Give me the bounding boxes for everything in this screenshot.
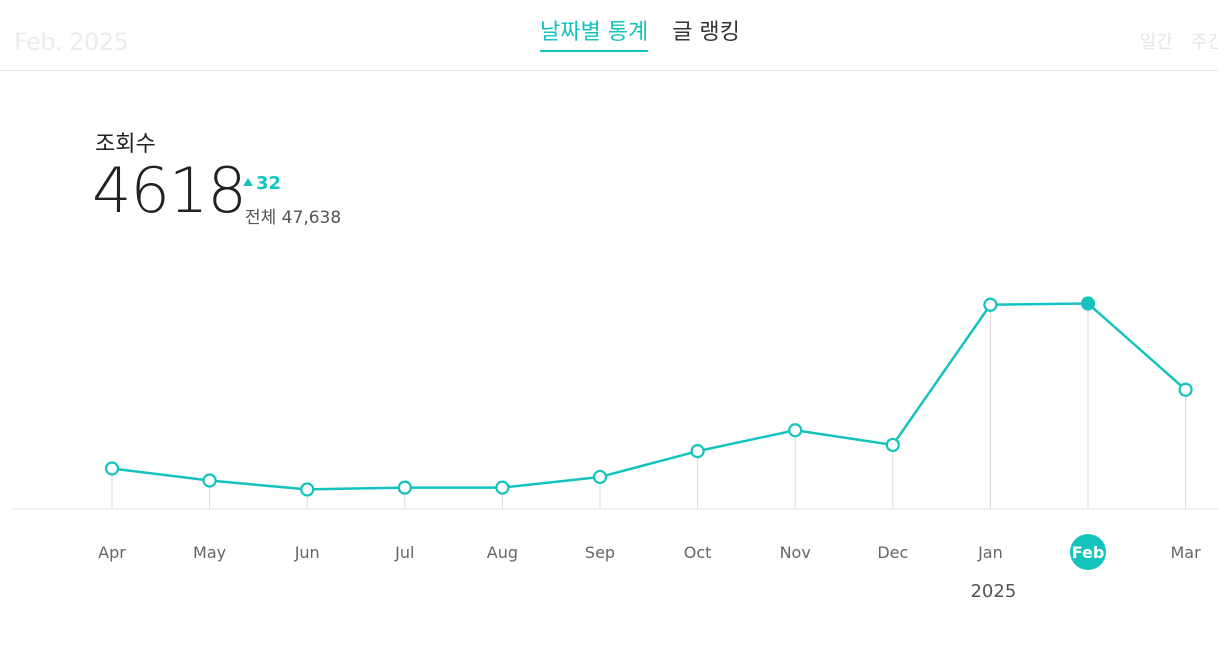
x-tick-label: Jan [977,543,1003,562]
tab-weekly[interactable]: 주간 [1190,32,1218,53]
current-month-label: Feb. 2025 [14,28,129,56]
data-point [397,480,412,495]
metric-title: 조회수 [95,132,156,157]
data-point [495,480,510,495]
delta-value: 32 [256,173,282,194]
selected-month-badge [1070,534,1106,570]
x-tick-label: Oct [684,543,712,562]
series-line [111,302,1187,491]
tab-date-stats[interactable]: 날짜별 통계 [540,14,649,52]
data-point [202,473,217,488]
tab-daily[interactable]: 일간 [1139,32,1173,53]
x-tick-label: Nov [780,543,811,562]
x-tick-label: May [193,543,226,562]
tab-post-ranking[interactable]: 글 랭킹 [672,20,740,45]
top-bar: Feb. 2025 날짜별 통계 글 랭킹 일간 주간 [0,0,1218,71]
x-tick-label: Feb [1072,543,1105,562]
data-point [983,297,998,312]
x-tick-label: Sep [585,543,615,562]
data-point [788,423,803,438]
data-point [300,482,315,497]
data-point [1178,382,1193,397]
total-views: 전체 47,638 [245,208,342,228]
x-tick-label: Jul [394,543,414,562]
period-tabs: 일간 주간 [1140,28,1218,54]
year-label: 2025 [970,581,1016,602]
x-tick-label: Apr [98,543,126,562]
data-point [592,469,608,485]
data-point [885,437,900,453]
x-tick-label: Mar [1171,543,1202,562]
delta-indicator: 32 [243,173,281,194]
x-tick-label: Dec [877,543,908,562]
data-point [690,444,705,459]
data-point-selected [1080,296,1096,311]
stats-tabs: 날짜별 통계 글 랭킹 [540,14,740,52]
x-tick-label: Aug [487,543,518,562]
up-arrow-icon [243,178,253,186]
x-tick-label: Jun [294,543,320,562]
metric-value: 4618 [92,154,247,227]
data-point [104,461,120,476]
